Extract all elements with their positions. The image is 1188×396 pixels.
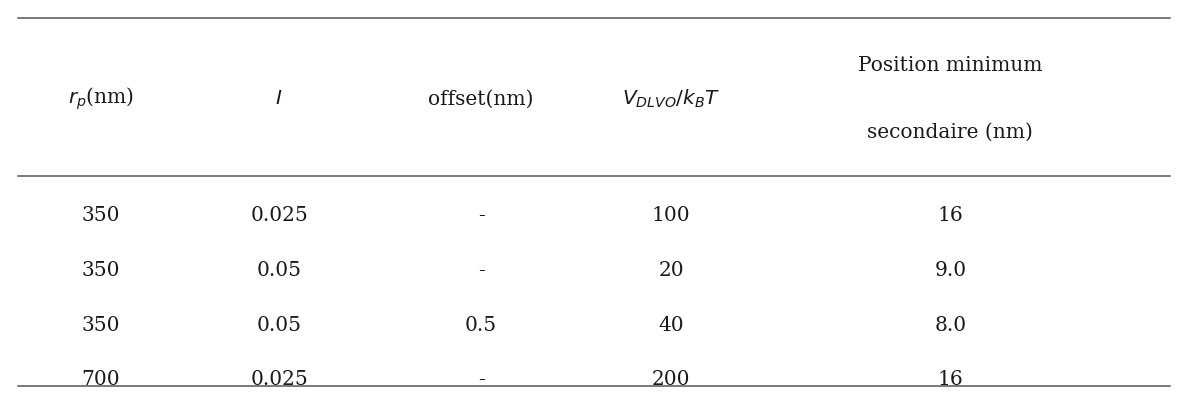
Text: -: - [478, 206, 485, 225]
Text: 200: 200 [652, 370, 690, 389]
Text: 40: 40 [658, 316, 684, 335]
Text: -: - [478, 370, 485, 389]
Text: 16: 16 [937, 206, 963, 225]
Text: offset(nm): offset(nm) [429, 89, 533, 109]
Text: $I$: $I$ [276, 89, 283, 109]
Text: -: - [478, 261, 485, 280]
Text: 0.05: 0.05 [257, 316, 302, 335]
Text: secondaire (nm): secondaire (nm) [867, 123, 1034, 142]
Text: 8.0: 8.0 [934, 316, 967, 335]
Text: 16: 16 [937, 370, 963, 389]
Text: 350: 350 [82, 206, 120, 225]
Text: 0.025: 0.025 [251, 206, 308, 225]
Text: 100: 100 [652, 206, 690, 225]
Text: 350: 350 [82, 316, 120, 335]
Text: $V_{DLVO}/k_BT$: $V_{DLVO}/k_BT$ [623, 88, 720, 110]
Text: 350: 350 [82, 261, 120, 280]
Text: 0.5: 0.5 [465, 316, 498, 335]
Text: Position minimum: Position minimum [858, 56, 1043, 75]
Text: 700: 700 [82, 370, 120, 389]
Text: 0.05: 0.05 [257, 261, 302, 280]
Text: 9.0: 9.0 [934, 261, 967, 280]
Text: $r_p$(nm): $r_p$(nm) [68, 86, 134, 112]
Text: 0.025: 0.025 [251, 370, 308, 389]
Text: 20: 20 [658, 261, 684, 280]
